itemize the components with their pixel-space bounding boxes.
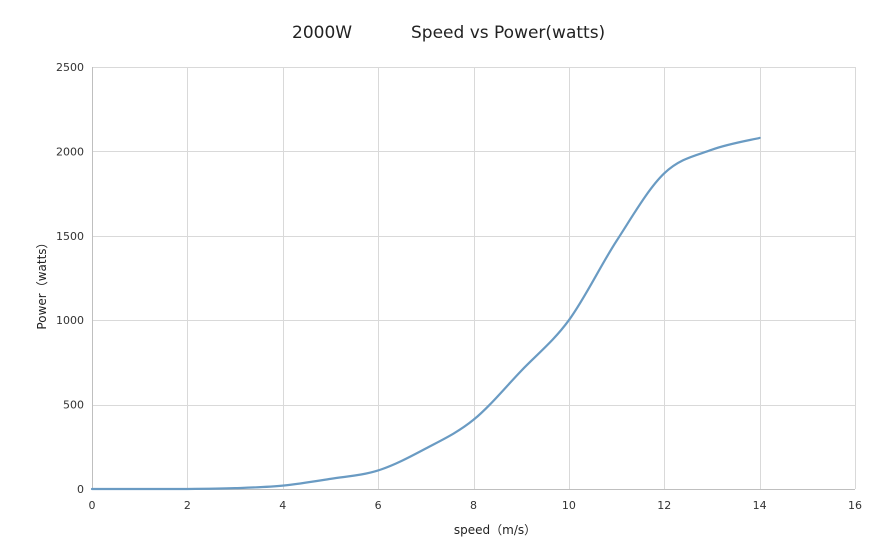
y-tick-label: 0: [77, 483, 84, 496]
y-tick-label: 2500: [56, 61, 84, 74]
chart-title-right: Speed vs Power(watts): [411, 23, 605, 43]
x-tick-label: 10: [562, 499, 576, 512]
x-axis-title: speed（m/s）: [454, 523, 536, 537]
x-tick-label: 12: [657, 499, 671, 512]
data-point: [663, 172, 665, 174]
data-point: [568, 319, 570, 321]
x-tick-label: 8: [470, 499, 477, 512]
y-tick-label: 2000: [56, 145, 84, 158]
data-point: [711, 149, 713, 151]
data-point: [425, 447, 427, 449]
chart-title-left: 2000W: [292, 23, 352, 43]
data-point: [472, 419, 474, 421]
x-tick-label: 2: [184, 499, 191, 512]
x-tick-label: 14: [753, 499, 767, 512]
y-tick-label: 1000: [56, 314, 84, 327]
data-point: [91, 488, 93, 490]
data-point: [377, 469, 379, 471]
y-tick-labels: 0 500 1000 1500 2000 2500: [56, 61, 84, 496]
x-tick-label: 6: [375, 499, 382, 512]
y-tick-label: 500: [63, 399, 84, 412]
x-tick-label: 4: [279, 499, 286, 512]
x-tick-label: 16: [848, 499, 862, 512]
x-tick-label: 0: [89, 499, 96, 512]
x-tick-labels: 0 2 4 6 8 10 12 14 16: [89, 499, 863, 512]
data-point: [139, 488, 141, 490]
series-layer: [90, 136, 761, 491]
data-point: [615, 240, 617, 242]
series-line-0: [90, 136, 761, 491]
data-point: [520, 370, 522, 372]
y-axis-title: Power（watts）: [35, 236, 49, 329]
axes: [92, 67, 855, 490]
data-point: [234, 487, 236, 489]
data-point: [759, 137, 761, 139]
data-point: [329, 478, 331, 480]
y-tick-label: 1500: [56, 230, 84, 243]
data-point: [282, 485, 284, 487]
data-point: [186, 488, 188, 490]
grid-lines: [92, 67, 856, 489]
